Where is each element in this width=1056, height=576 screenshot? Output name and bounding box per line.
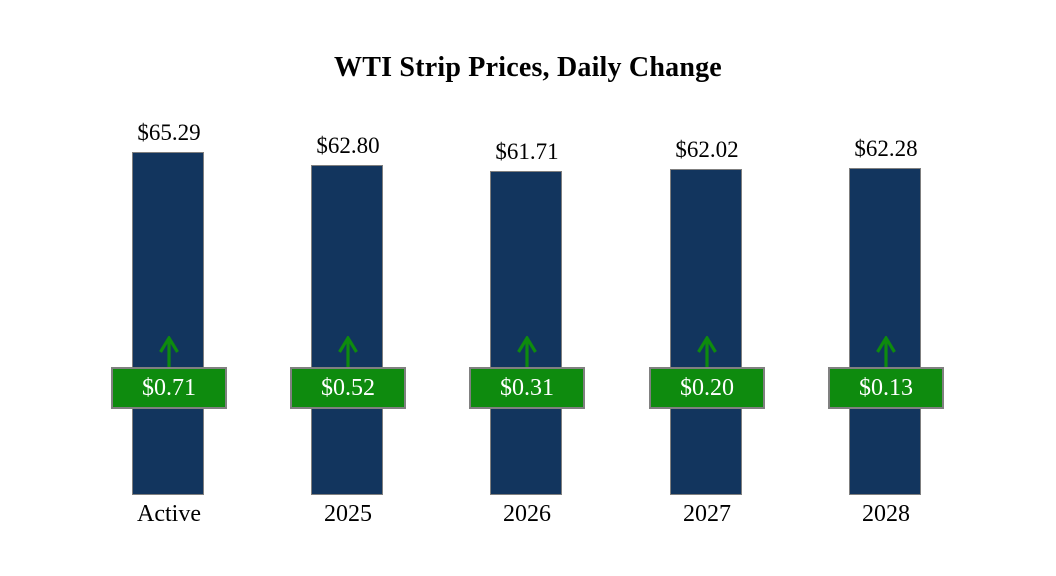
- bar-price-label: $62.28: [854, 136, 918, 161]
- up-arrow-icon: [159, 336, 179, 368]
- daily-change-box: $0.20: [649, 367, 765, 409]
- price-bar: [132, 152, 204, 495]
- price-bar: [311, 165, 383, 495]
- bar-group: $61.71 $0.31 2026: [467, 0, 587, 576]
- chart-title: WTI Strip Prices, Daily Change: [334, 52, 722, 83]
- price-bar: [490, 171, 562, 495]
- daily-change-box: $0.71: [111, 367, 227, 409]
- bar-price-label: $62.80: [316, 133, 380, 158]
- up-arrow-icon: [697, 336, 717, 368]
- up-arrow-icon: [876, 336, 896, 368]
- daily-change-box: $0.13: [828, 367, 944, 409]
- category-label: 2025: [324, 501, 372, 527]
- category-label: 2027: [683, 501, 731, 527]
- bar-price-label: $65.29: [137, 120, 201, 145]
- price-bar: [670, 169, 742, 495]
- bar-group: $62.02 $0.20 2027: [647, 0, 767, 576]
- daily-change-box: $0.31: [469, 367, 585, 409]
- category-label: Active: [137, 501, 201, 527]
- bar-group: $65.29 $0.71 Active: [109, 0, 229, 576]
- category-label: 2028: [862, 501, 910, 527]
- bar-group: $62.28 $0.13 2028: [826, 0, 946, 576]
- price-bar: [849, 168, 921, 495]
- bar-group: $62.80 $0.52 2025: [288, 0, 408, 576]
- category-label: 2026: [503, 501, 551, 527]
- up-arrow-icon: [338, 336, 358, 368]
- up-arrow-icon: [517, 336, 537, 368]
- bar-price-label: $61.71: [495, 139, 559, 164]
- daily-change-box: $0.52: [290, 367, 406, 409]
- bar-price-label: $62.02: [675, 137, 739, 162]
